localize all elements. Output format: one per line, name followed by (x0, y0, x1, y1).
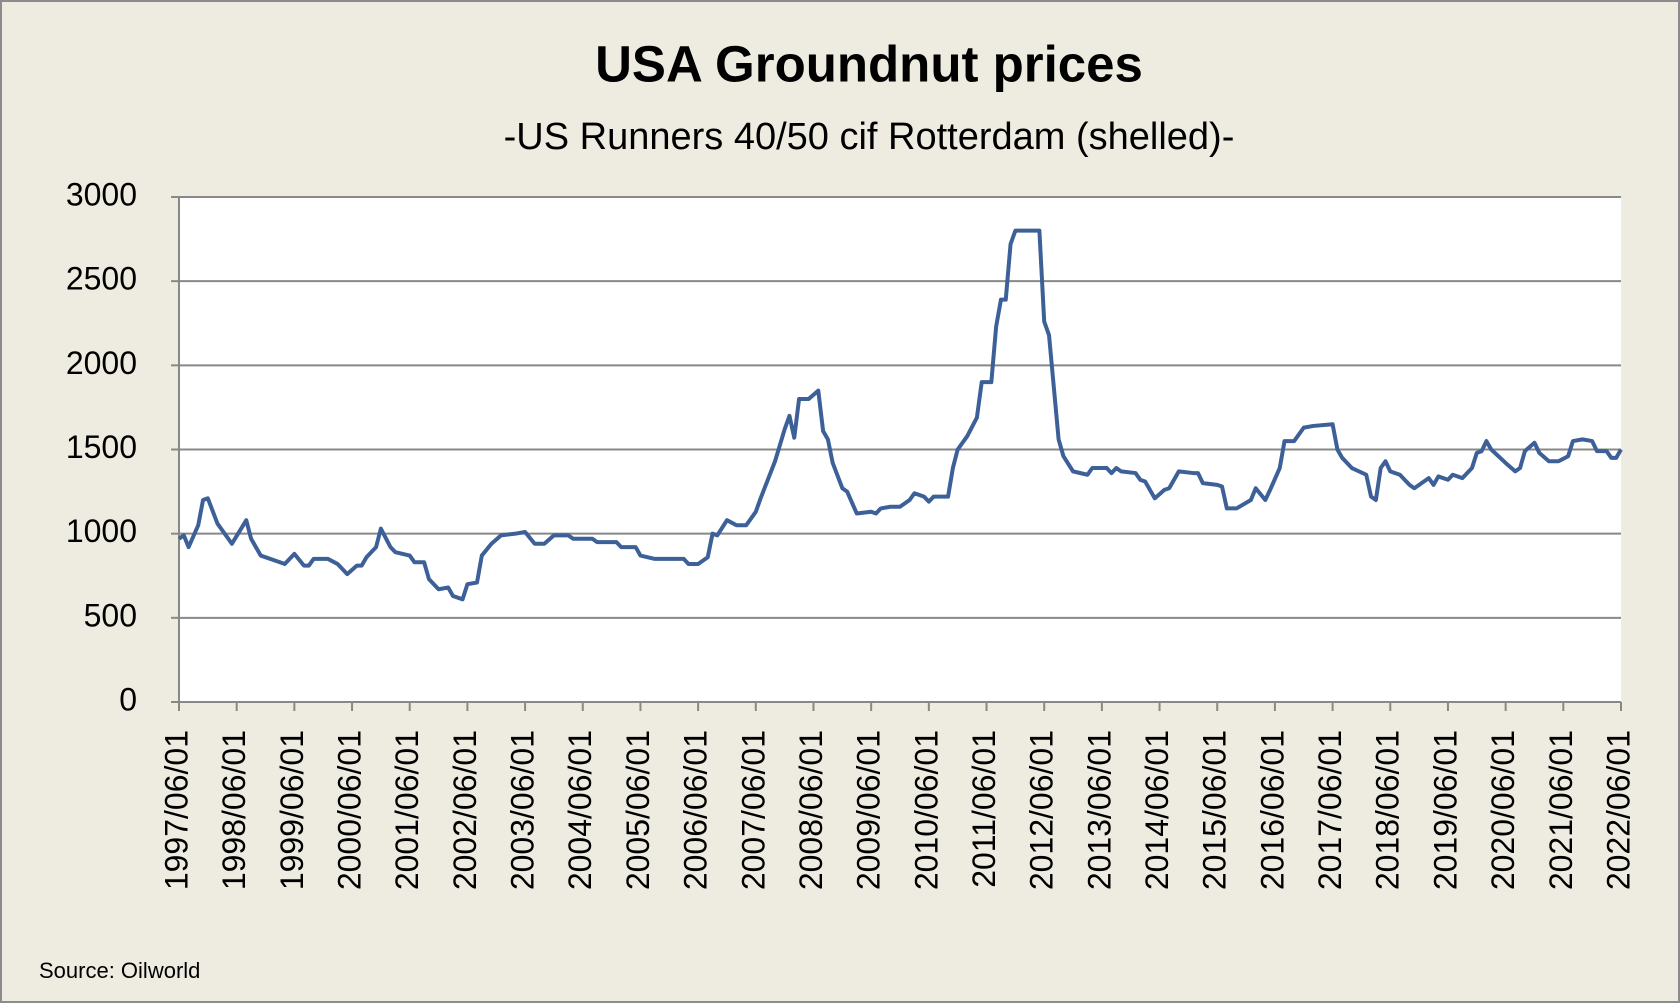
x-tick-label: 2007/06/01 (735, 730, 771, 890)
y-tick-label: 2500 (66, 261, 137, 297)
x-tick-label: 2004/06/01 (562, 730, 598, 890)
x-tick-label: 1997/06/01 (158, 730, 194, 890)
x-tick-label: 2020/06/01 (1485, 730, 1521, 890)
chart-subtitle: -US Runners 40/50 cif Rotterdam (shelled… (504, 116, 1235, 158)
x-tick-label: 2002/06/01 (447, 730, 483, 890)
x-tick-label: 2018/06/01 (1370, 730, 1406, 890)
y-tick-label: 1000 (66, 513, 137, 549)
x-tick-label: 1999/06/01 (274, 730, 310, 890)
chart-title: USA Groundnut prices (595, 35, 1143, 92)
x-tick-label: 2000/06/01 (331, 730, 367, 890)
y-tick-label: 3000 (66, 176, 137, 212)
x-tick-label: 1998/06/01 (216, 730, 252, 890)
x-tick-label: 2011/06/01 (966, 730, 1002, 888)
x-tick-label: 2022/06/01 (1600, 730, 1636, 890)
x-tick-label: 2016/06/01 (1254, 730, 1290, 890)
y-tick-label: 1500 (66, 429, 137, 465)
x-tick-label: 2010/06/01 (908, 730, 944, 890)
x-tick-label: 2003/06/01 (505, 730, 541, 890)
x-tick-label: 2009/06/01 (851, 730, 887, 890)
x-tick-label: 2008/06/01 (793, 730, 829, 890)
y-tick-label: 500 (84, 597, 137, 633)
x-tick-label: 2001/06/01 (389, 730, 425, 890)
y-tick-label: 2000 (66, 345, 137, 381)
x-tick-label: 2012/06/01 (1024, 730, 1060, 890)
x-tick-label: 2021/06/01 (1543, 730, 1579, 890)
y-tick-label: 0 (119, 681, 137, 717)
x-tick-label: 2013/06/01 (1081, 730, 1117, 890)
x-tick-label: 2015/06/01 (1197, 730, 1233, 890)
source-note: Source: Oilworld (39, 958, 200, 983)
x-tick-label: 2019/06/01 (1427, 730, 1463, 890)
x-tick-label: 2014/06/01 (1139, 730, 1175, 890)
x-tick-label: 2006/06/01 (678, 730, 714, 890)
price-line (177, 228, 1623, 602)
x-tick-label: 2017/06/01 (1312, 730, 1348, 890)
x-tick-label: 2005/06/01 (620, 730, 656, 890)
